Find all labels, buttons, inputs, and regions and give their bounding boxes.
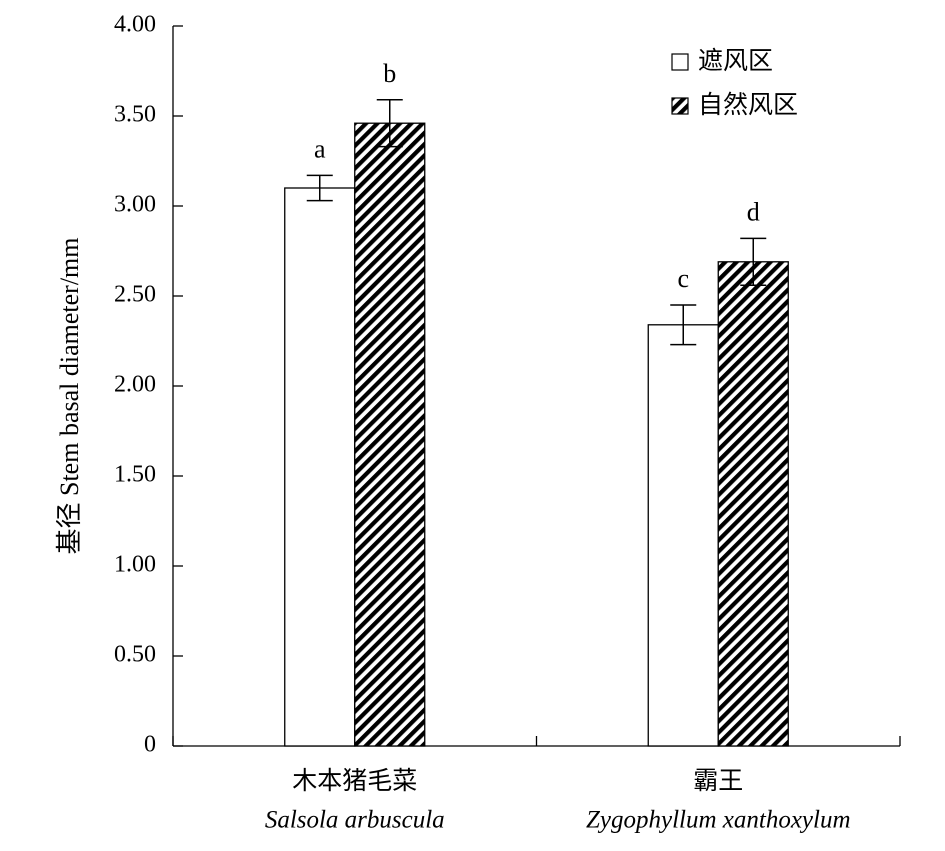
bar [354, 122, 426, 747]
bar [284, 187, 356, 747]
x-category-latin-label: Zygophyllum xanthoxylum [586, 807, 851, 834]
significance-label: b [383, 59, 396, 88]
y-tick-label: 4.00 [114, 12, 156, 38]
y-tick-label: 3.00 [114, 192, 156, 218]
legend-label: 遮风区 [698, 46, 773, 75]
significance-label: a [314, 134, 326, 163]
y-tick-label: 1.00 [114, 552, 156, 578]
y-tick-label: 2.00 [114, 372, 156, 398]
significance-label: d [747, 197, 760, 226]
y-axis-label: 基径 Stem basal diameter/mm [55, 238, 84, 555]
legend-label: 自然风区 [698, 90, 798, 119]
x-category-latin-label: Salsola arbuscula [265, 807, 445, 834]
y-tick-label: 1.50 [114, 462, 156, 488]
y-tick-label: 0 [144, 732, 156, 758]
x-category-label: 木本猪毛菜 [292, 766, 417, 795]
bars: a b c d [284, 59, 789, 747]
bar [647, 324, 719, 747]
legend-swatch [671, 97, 689, 115]
y-tick-label: 3.50 [114, 102, 156, 128]
y-tick-label: 2.50 [114, 282, 156, 308]
axes: 0 0.50 1.00 1.50 2.00 2.50 3.00 3.50 4.00 木本猪毛菜 Sa… [114, 12, 901, 834]
x-category-label: 霸王 [693, 766, 743, 795]
legend-swatch [671, 53, 689, 71]
bar [717, 261, 789, 747]
y-tick-label: 0.50 [114, 642, 156, 668]
significance-label: c [677, 264, 689, 293]
